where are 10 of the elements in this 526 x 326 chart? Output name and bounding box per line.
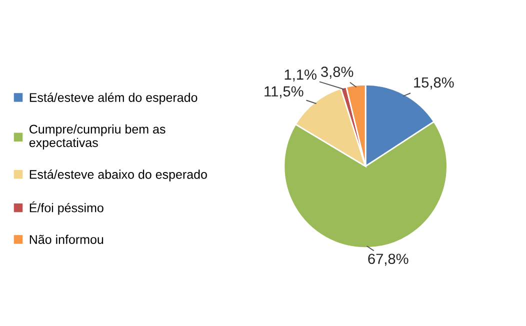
legend-label: Está/esteve além do esperado <box>30 92 198 104</box>
data-label: 15,8% <box>414 77 454 90</box>
data-label: 3,8% <box>321 66 354 79</box>
legend-label: Está/esteve abaixo do esperado <box>30 170 207 182</box>
data-label: 67,8% <box>368 254 408 266</box>
legend-label: Não informou <box>30 234 104 244</box>
legend-label: Cumpre/cumpriu bem as expectativas <box>29 124 166 150</box>
data-label: 1,1% <box>284 70 316 82</box>
legend-label: É/foi péssimo <box>30 201 104 215</box>
data-label: 11,5% <box>264 86 304 98</box>
